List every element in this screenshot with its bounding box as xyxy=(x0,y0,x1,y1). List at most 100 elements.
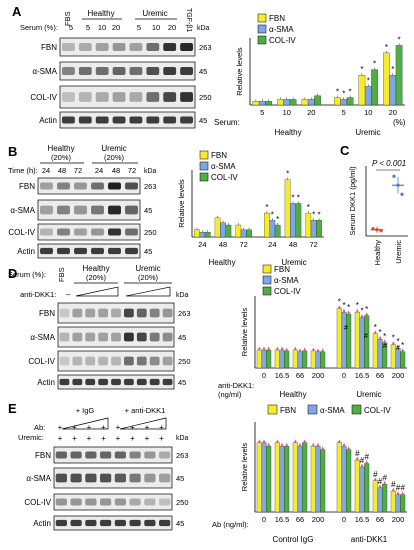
ab-label: Ab: xyxy=(34,423,45,432)
blot-band xyxy=(78,92,92,102)
bar xyxy=(256,442,262,513)
legend-swatch xyxy=(351,404,362,415)
data-point xyxy=(294,347,297,351)
bar xyxy=(315,351,321,369)
healthy-header: Healthy xyxy=(47,144,74,153)
bar xyxy=(284,179,291,238)
uremic-header: Uremic xyxy=(135,264,160,273)
blot-band xyxy=(91,205,104,215)
bar xyxy=(258,101,266,106)
blot-band xyxy=(149,378,160,386)
kda-value: 263 xyxy=(144,182,157,191)
blot-band xyxy=(129,473,141,483)
blot-band xyxy=(55,519,67,527)
serum-label: Serum (%): xyxy=(8,270,46,279)
x-tick-label: 20 xyxy=(307,108,315,117)
data-point xyxy=(401,349,404,352)
bar xyxy=(279,349,285,369)
significance-mark: # xyxy=(373,470,378,479)
data-point xyxy=(285,444,288,447)
bar xyxy=(382,484,388,513)
x-tick-label: 5 xyxy=(260,108,264,117)
bar xyxy=(305,212,312,238)
x-tick-label: 16.5 xyxy=(275,371,290,380)
significance-mark: * xyxy=(271,210,274,219)
blot-band xyxy=(72,308,83,318)
data-point xyxy=(342,310,346,313)
blot-band xyxy=(144,473,156,483)
x-tick-label: 0 xyxy=(262,515,266,524)
bar xyxy=(372,333,378,369)
bar xyxy=(395,494,401,513)
bar xyxy=(292,442,298,513)
significance-mark: # xyxy=(344,325,348,332)
blot-band xyxy=(95,67,109,75)
blot-band xyxy=(162,332,173,342)
plus-sign: + xyxy=(101,434,106,443)
blot-band xyxy=(85,451,97,459)
bar xyxy=(400,351,406,369)
significance-mark: # xyxy=(378,477,383,486)
x-tick-label: 200 xyxy=(312,515,325,524)
kda-value: 45 xyxy=(178,378,186,387)
x-tick-label: Healthy xyxy=(373,240,382,266)
blot-band xyxy=(91,247,104,255)
kda-label: kDa xyxy=(144,168,157,175)
blot-band xyxy=(149,356,160,366)
panel-letter: E xyxy=(8,401,17,416)
legend-swatch xyxy=(257,13,267,23)
kda-value: 45 xyxy=(144,206,152,215)
data-point xyxy=(276,347,279,351)
bar xyxy=(295,203,302,238)
significance-mark: # xyxy=(382,473,387,482)
blot-strip xyxy=(37,243,141,259)
blot-band xyxy=(40,247,53,255)
legend-label: FBN xyxy=(269,14,285,23)
blot-band xyxy=(129,451,141,459)
p-value: P < 0.001 xyxy=(372,159,406,168)
blot-row-label: FBN xyxy=(19,182,35,191)
time-value: 48 xyxy=(58,166,66,175)
plus-sign: + xyxy=(58,423,63,432)
legend-label: α-SMA xyxy=(274,276,299,285)
plus-sign: + xyxy=(130,423,135,432)
kda-value: 45 xyxy=(144,247,152,256)
data-point xyxy=(383,340,386,343)
kda-label: kDa xyxy=(176,435,189,442)
plus-sign: + xyxy=(101,423,106,432)
bar xyxy=(341,312,347,369)
blot-row-label: Actin xyxy=(37,378,55,387)
bar xyxy=(377,487,383,513)
bar xyxy=(265,101,272,106)
plus-sign: + xyxy=(159,434,164,443)
blot-band xyxy=(40,182,53,190)
significance-mark: * xyxy=(360,307,363,316)
group-label: Uremic xyxy=(356,390,381,399)
bar xyxy=(194,229,200,238)
bar xyxy=(289,99,297,106)
blot-band xyxy=(62,92,75,102)
data-point xyxy=(312,444,315,447)
bar xyxy=(269,220,276,238)
gradient-wedge xyxy=(125,286,171,297)
y-axis-label: Serum DKK1 (pg/ml) xyxy=(348,166,357,236)
data-point xyxy=(312,348,315,352)
significance-mark: # xyxy=(364,333,368,340)
legend-label: FBN xyxy=(280,406,296,415)
bar xyxy=(354,459,360,513)
legend-label: COL-IV xyxy=(274,287,301,296)
bar xyxy=(346,313,352,369)
blot-band xyxy=(85,308,96,318)
blot-band xyxy=(112,43,126,51)
blot-band xyxy=(70,519,82,527)
bar xyxy=(334,97,341,106)
serum-value: 5 xyxy=(69,23,73,32)
blot-band xyxy=(129,116,143,124)
blot-band xyxy=(72,356,83,366)
blot-strip xyxy=(37,177,141,195)
data-point xyxy=(338,306,341,309)
blot-band xyxy=(70,473,82,483)
bar xyxy=(290,203,296,238)
group-label: anti-DKK1 xyxy=(351,535,388,544)
blot-band xyxy=(111,308,121,318)
